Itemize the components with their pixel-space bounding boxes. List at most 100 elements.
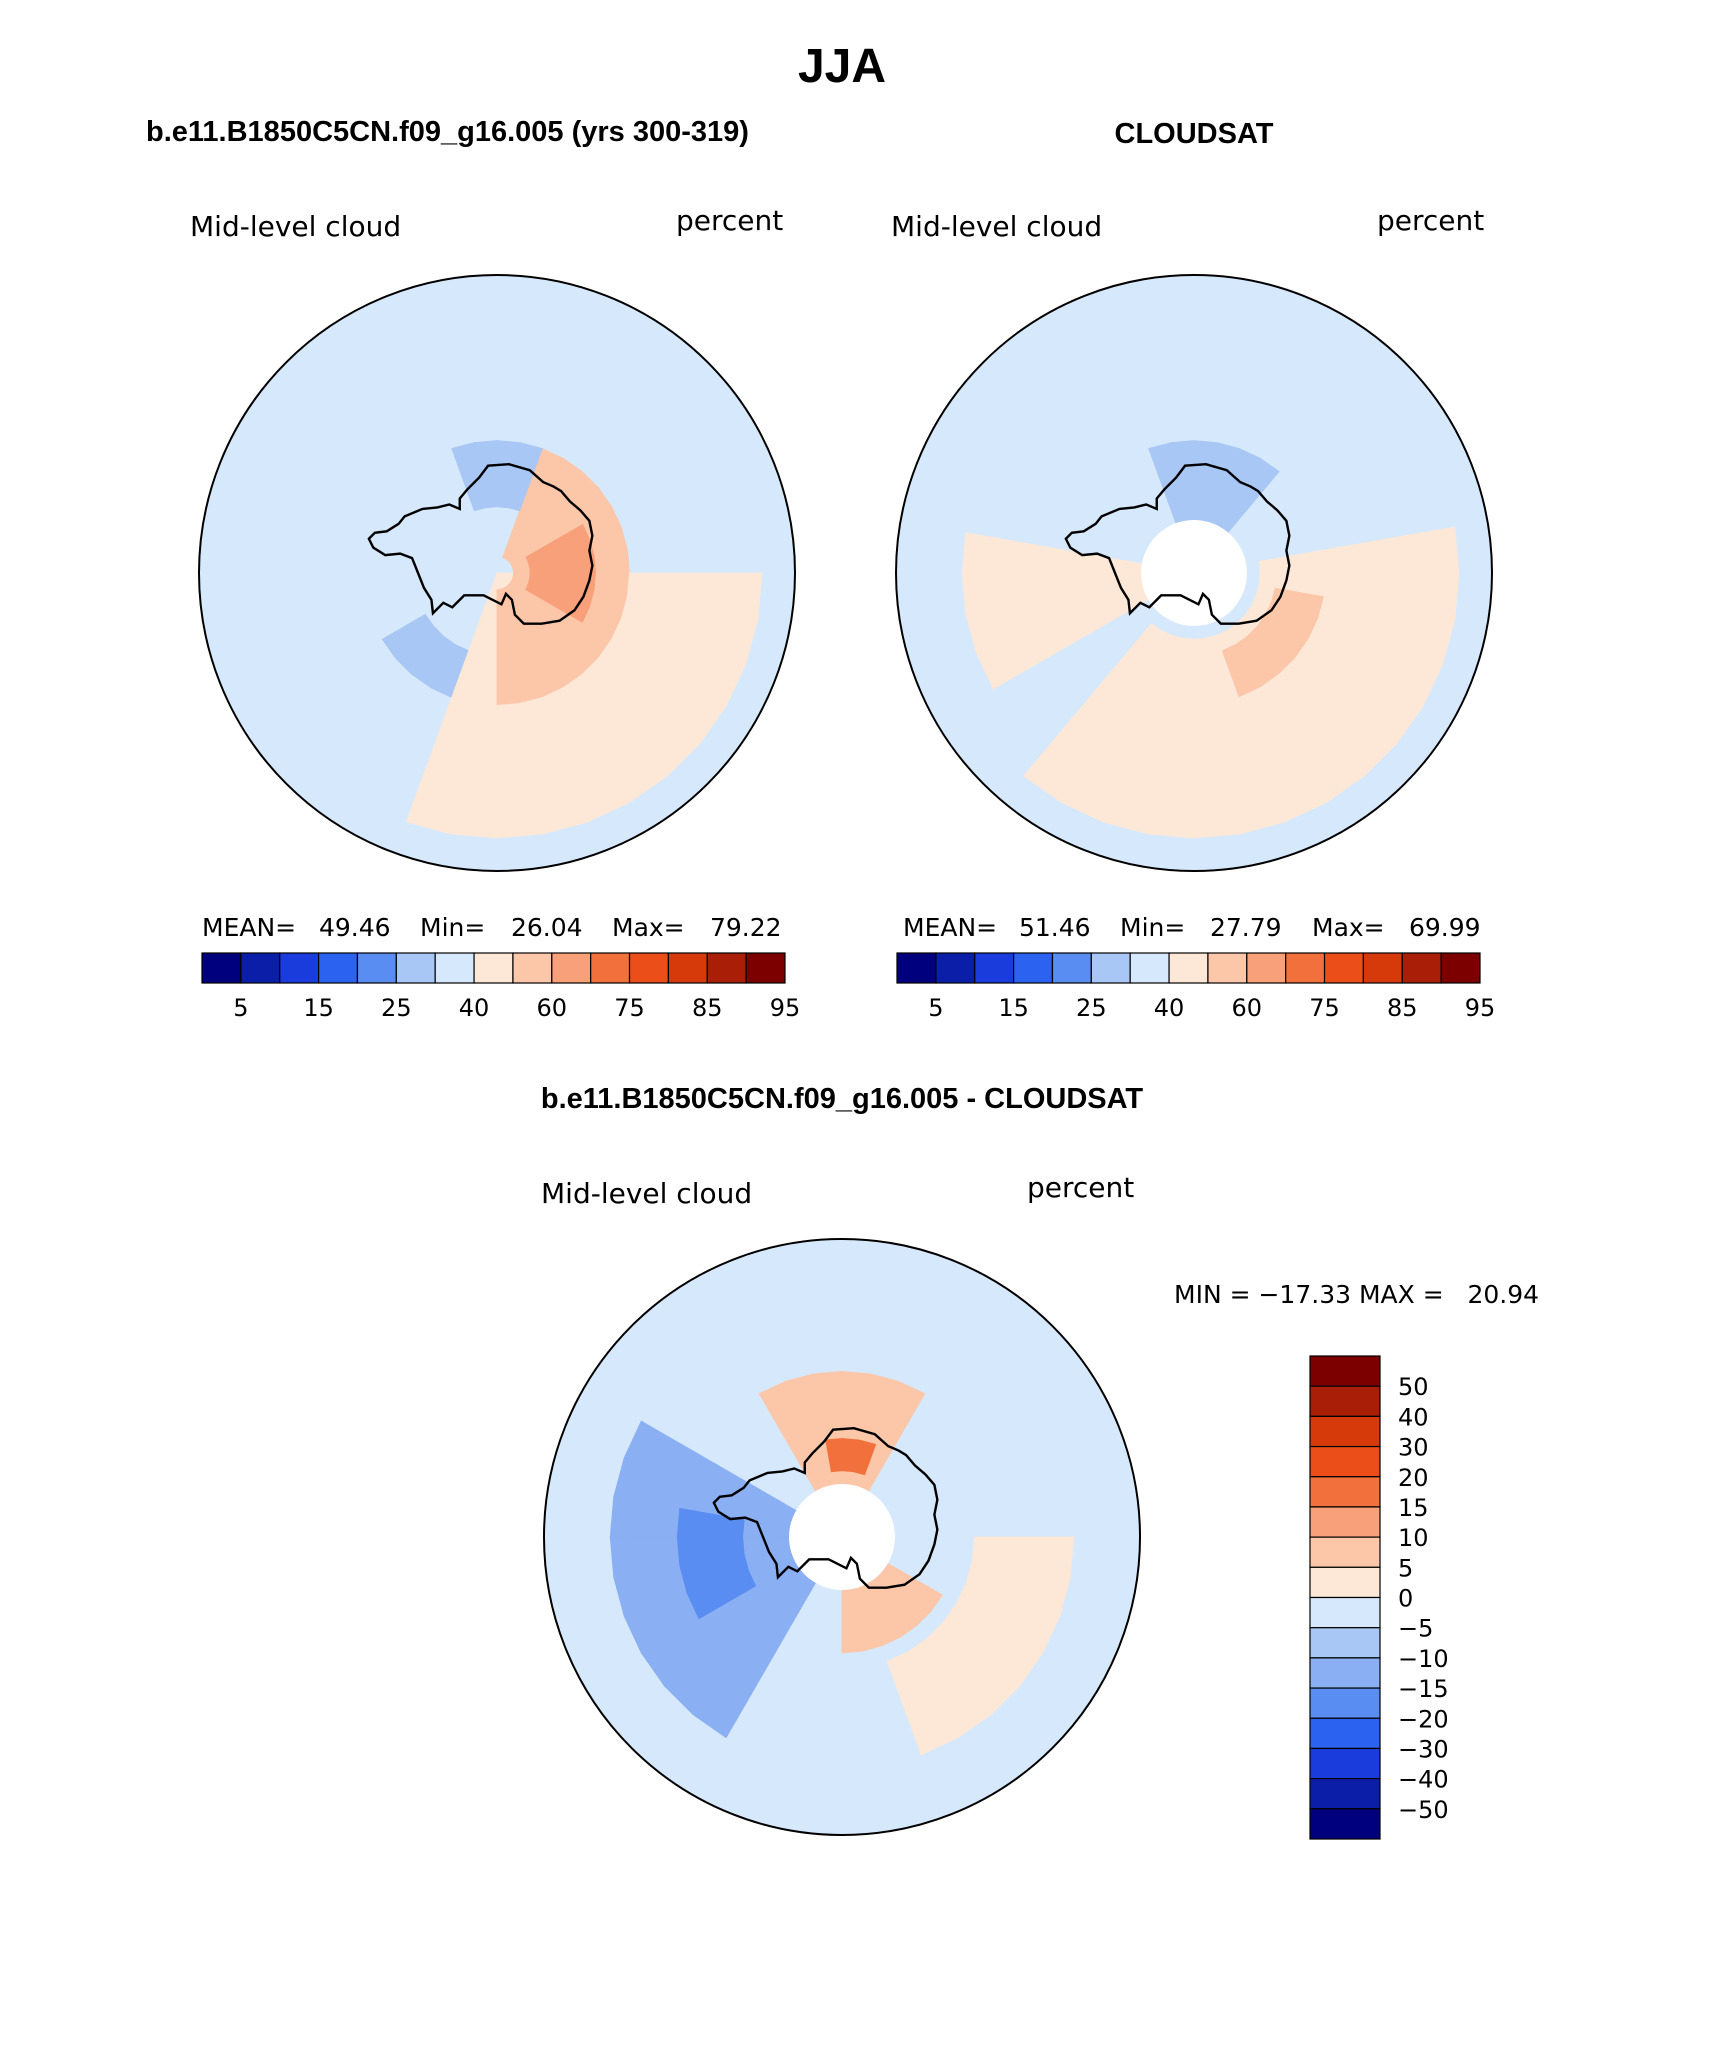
contour-cell [1061, 572, 1081, 597]
polar-map [896, 275, 1492, 871]
contour-cell [1193, 817, 1241, 839]
colorbar-tick-label: 60 [537, 994, 568, 1022]
contour-cell [975, 646, 1009, 690]
colorbar-swatch [896, 952, 937, 984]
contour-cell [841, 1634, 863, 1654]
contour-cell [818, 1404, 843, 1424]
colorbar-swatch [1090, 952, 1131, 984]
contour-cell [473, 686, 498, 706]
contour-cell [1438, 526, 1460, 574]
contour-cell [609, 1536, 631, 1578]
contour-cell [815, 1387, 843, 1408]
contour-cell [659, 1536, 680, 1570]
contour-cell [812, 1371, 843, 1391]
colorbar: 5 15 25 40 60 75 85 95 [201, 952, 800, 1022]
contour-cell [659, 1504, 680, 1538]
colorbar-swatch [318, 952, 359, 984]
contour-cell [1193, 670, 1215, 690]
contour-cell [610, 549, 630, 574]
contour-cell [1147, 817, 1195, 839]
contour-cell [643, 572, 663, 603]
contour-cell [841, 1371, 872, 1391]
colorbar-swatch [473, 952, 514, 984]
contour-cell [1004, 1536, 1025, 1570]
contour-cell [496, 735, 530, 756]
contour-cell [479, 654, 498, 673]
units-label: percent [676, 204, 783, 237]
colorbar-tick-label: −40 [1398, 1766, 1449, 1794]
stats-line: MEAN= 51.46 Min= 27.79 Max= 69.99 [903, 913, 1481, 942]
colorbar-swatch [1309, 1355, 1381, 1387]
colorbar-swatch [628, 952, 669, 984]
colorbar-swatch [1207, 952, 1248, 984]
colorbar-tick-label: 40 [459, 994, 490, 1022]
colorbar-tick-label: 75 [614, 994, 645, 1022]
colorbar-tick-label: 75 [1309, 994, 1340, 1022]
contour-cell [758, 1380, 792, 1409]
colorbar-tick-label: 40 [1154, 994, 1185, 1022]
contour-cell [467, 719, 498, 739]
colorbar-swatch [745, 952, 786, 984]
colorbar-swatch [1309, 1415, 1381, 1448]
contour-cell [972, 1536, 992, 1564]
colorbar-swatch [1362, 952, 1403, 984]
contour-cell [841, 1404, 866, 1424]
max-label: Max= [612, 913, 685, 942]
contour-cell [1053, 1536, 1075, 1578]
stats-line: MEAN= 49.46 Min= 26.04 Max= 79.22 [202, 913, 782, 942]
colorbar-tick-label: 30 [1398, 1434, 1429, 1462]
colorbar-swatch [1012, 952, 1054, 984]
contour-cell [1193, 686, 1218, 706]
contour-cell [659, 572, 680, 606]
contour-cell [594, 572, 614, 594]
contour-cell [476, 670, 498, 690]
contour-cell [1176, 654, 1195, 673]
panel-subtitle: b.e11.B1850C5CN.f09_g16.005 - CLOUDSAT [541, 1083, 1144, 1115]
colorbar-swatch [1285, 952, 1326, 984]
colorbar-swatch [1309, 1778, 1381, 1810]
map-boundary [895, 274, 1493, 872]
contour-cell [1044, 546, 1065, 574]
colorbar-swatch [1051, 952, 1092, 984]
contour-cell [709, 1513, 729, 1538]
contour-cell [450, 817, 498, 839]
contour-cell [1193, 473, 1212, 492]
colorbar-swatch [512, 952, 553, 984]
figure-title: JJA [798, 40, 886, 93]
contour-cell [725, 1536, 745, 1558]
colorbar-swatch [1309, 1596, 1381, 1629]
contour-cell [725, 1516, 745, 1538]
colorbar-swatch [279, 952, 320, 984]
colorbar-swatch [1401, 952, 1442, 984]
min-label: Min= [420, 913, 485, 942]
max-value: 69.99 [1409, 913, 1481, 942]
colorbar-swatch [935, 952, 976, 984]
contour-cell [470, 703, 498, 723]
mean-value: 51.46 [1019, 913, 1091, 942]
contour-cell [1161, 735, 1195, 756]
model-panel: b.e11.B1850C5CN.f09_g16.005 (yrs 300-319… [146, 116, 800, 1022]
colorbar-swatch [590, 952, 631, 984]
contour-cell [496, 719, 527, 739]
contour-cell [1028, 572, 1048, 603]
max-label: Max= [1312, 913, 1385, 942]
max-value: 79.22 [710, 913, 782, 942]
contour-cell [496, 670, 518, 690]
colorbar-swatch [1168, 952, 1209, 984]
contour-cell [917, 1586, 943, 1613]
colorbar-swatch [1246, 952, 1287, 984]
contour-cell [1028, 543, 1048, 574]
contour-cell [1291, 552, 1311, 574]
contour-cell [609, 1496, 631, 1538]
panel-subtitle: CLOUDSAT [1115, 118, 1274, 150]
contour-cell [1173, 670, 1195, 690]
mean-label: MEAN= [903, 913, 997, 942]
contour-cell [676, 1507, 696, 1538]
colorbar-swatch [1323, 952, 1364, 984]
colorbar-swatch [1309, 1808, 1381, 1840]
colorbar-tick-label: −50 [1398, 1796, 1449, 1824]
colorbar-swatch [240, 952, 281, 984]
mean-label: MEAN= [202, 913, 296, 942]
colorbar-tick-label: 15 [998, 994, 1029, 1022]
contour-cell [496, 817, 544, 839]
